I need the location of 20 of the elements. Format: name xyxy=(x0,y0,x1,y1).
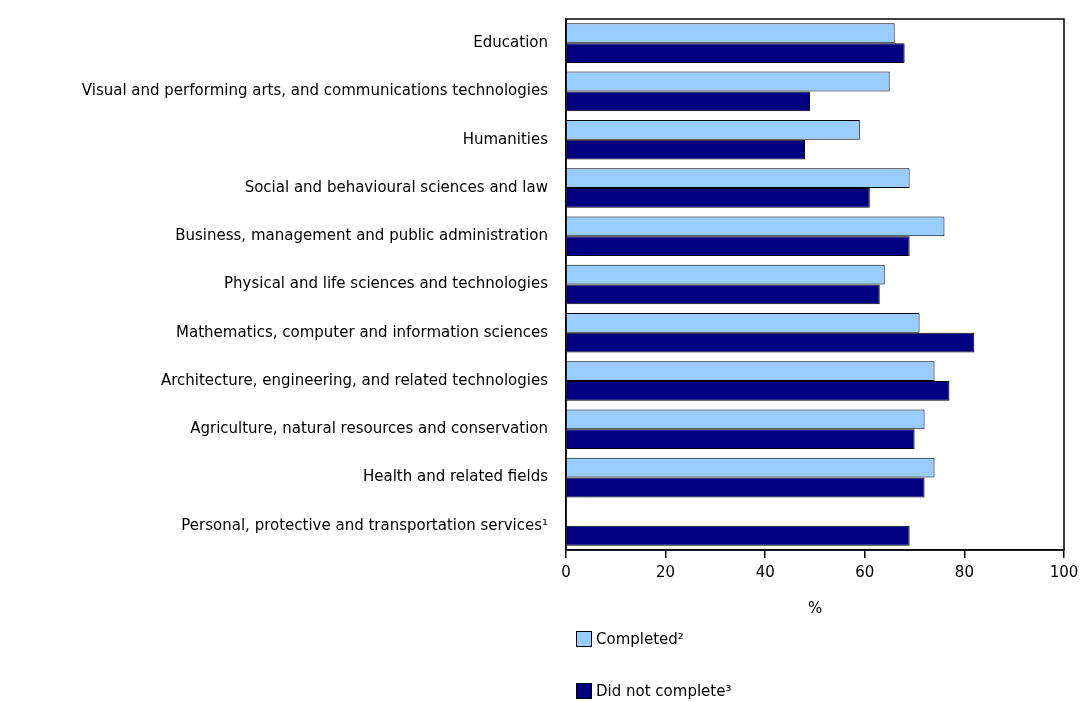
x-axis-title: % xyxy=(807,598,823,617)
y-tick-label: Visual and performing arts, and communications technologies xyxy=(81,81,549,100)
x-tick-label: 100 xyxy=(1049,562,1079,581)
y-tick-label: Agriculture, natural resources and conservation xyxy=(190,419,548,438)
x-tick-label: 80 xyxy=(954,562,974,581)
x-tick-label: 0 xyxy=(561,562,571,581)
y-tick-label: Mathematics, computer and information sciences xyxy=(176,322,549,341)
x-tick-label: 20 xyxy=(656,562,676,581)
y-tick-label: Social and behavioural sciences and law xyxy=(244,177,548,196)
y-tick-label: Personal, protective and transportation services¹ xyxy=(181,515,548,534)
y-tick-label: Business, management and public administration xyxy=(175,226,548,245)
y-tick-label: Health and related fields xyxy=(362,467,549,486)
y-tick-label: Humanities xyxy=(462,129,549,148)
x-tick-label: 60 xyxy=(855,562,875,581)
legend-label: Did not complete³ xyxy=(596,682,732,700)
y-tick-label: Architecture, engineering, and related technologies xyxy=(160,370,549,389)
x-tick-label: 40 xyxy=(755,562,775,581)
legend-label: Completed² xyxy=(596,630,684,648)
y-tick-label: Physical and life sciences and technologies xyxy=(223,274,549,293)
y-tick-label: Education xyxy=(473,33,548,52)
